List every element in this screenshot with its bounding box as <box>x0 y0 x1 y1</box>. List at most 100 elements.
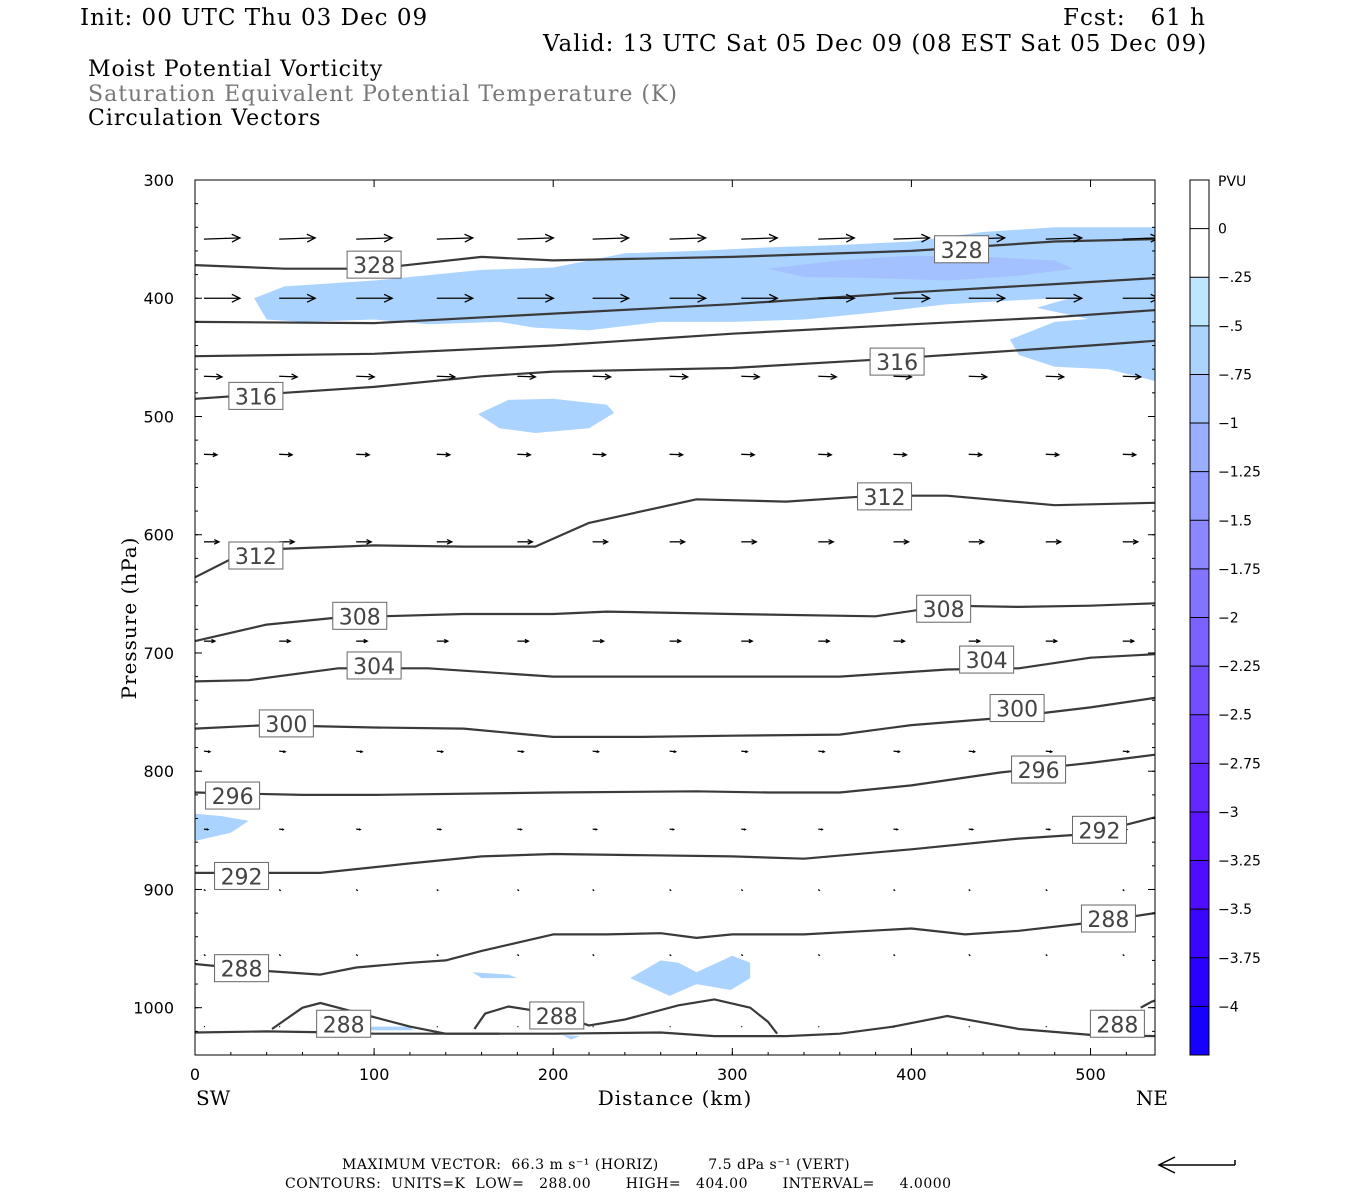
contour-line-14 <box>1140 999 1155 1009</box>
contour-label: 316 <box>869 347 925 376</box>
vector-arrow <box>592 953 595 957</box>
x-tick-label: 0 <box>190 1065 200 1084</box>
contour-line-2 <box>195 309 1155 358</box>
contour-label-box <box>316 1009 372 1038</box>
colorbar-label: −3.25 <box>1218 854 1261 870</box>
vector-arrow <box>968 452 984 458</box>
contour-label-text: 328 <box>353 254 395 279</box>
vector-arrow <box>818 828 824 831</box>
pv-colorbar: PVU 0 −.25 −.5 −.75 −1 −1.25 −1.5 −1.75 −2 −2.25 −2… <box>1189 174 1261 1056</box>
contour-label-text: 292 <box>1078 819 1120 844</box>
field-title-mpv: Moist Potential Vorticity <box>88 57 384 82</box>
contour-label: 304 <box>959 645 1015 674</box>
colorbar-label: −1.75 <box>1218 562 1261 578</box>
contour-line-6 <box>195 653 1155 683</box>
vector-arrow <box>592 888 595 892</box>
colorbar-label: −.25 <box>1218 270 1252 286</box>
vector-arrow <box>741 373 761 381</box>
contour-label: 312 <box>228 541 284 570</box>
vector-arrow <box>517 828 523 831</box>
vector-arrow <box>203 452 219 458</box>
vector-arrow <box>669 638 683 644</box>
vector-arrow <box>279 452 294 458</box>
vector-arrow <box>356 538 373 545</box>
x-tick-label: 400 <box>896 1065 927 1084</box>
contour-label-text: 316 <box>876 351 918 376</box>
contour-line-12 <box>271 1001 500 1035</box>
vector-arrow <box>893 888 896 892</box>
vector-arrow <box>1045 293 1084 303</box>
x-axis-title: Distance (km) <box>598 1086 753 1110</box>
contour-label-text: 292 <box>221 865 263 890</box>
vector-arrow <box>893 538 911 545</box>
colorbar-label: −2 <box>1218 611 1239 627</box>
theta-es-contours <box>195 238 1155 1038</box>
contour-label: 292 <box>1071 815 1127 844</box>
contour-label-box <box>214 954 270 983</box>
vector-arrow <box>436 233 475 243</box>
y-tick-label: 800 <box>143 762 174 781</box>
vector-arrow <box>818 452 833 458</box>
x-tick-label: 200 <box>538 1065 569 1084</box>
vector-arrow <box>436 953 439 957</box>
vector-arrow <box>279 750 287 754</box>
vector-arrow <box>517 452 532 458</box>
contour-label-box <box>228 381 284 410</box>
contour-label: 296 <box>1011 755 1067 784</box>
contour-label-text: 296 <box>212 785 254 810</box>
colorbar-title: PVU <box>1218 174 1246 190</box>
contour-label-box <box>857 482 913 511</box>
contour-label: 288 <box>1089 1009 1145 1038</box>
vector-arrow <box>669 888 672 892</box>
contour-line-4 <box>195 494 1155 579</box>
pv-region-5 <box>630 955 751 996</box>
colorbar-swatch <box>1190 423 1209 473</box>
colorbar-swatch <box>1190 714 1209 764</box>
vector-arrow <box>278 888 282 892</box>
vector-arrow <box>893 750 901 754</box>
vector-arrow <box>203 233 242 243</box>
vector-arrow <box>203 638 217 644</box>
vector-arrow <box>817 888 821 892</box>
vector-arrow <box>1122 538 1140 545</box>
vector-arrow <box>669 373 690 381</box>
colorbar-swatch <box>1190 860 1209 910</box>
max-vector-note: MAXIMUM VECTOR: 66.3 m s⁻¹ (HORIZ) 7.5 d… <box>342 1157 851 1173</box>
colorbar-label: −4 <box>1218 999 1239 1015</box>
colorbar-label: −2.5 <box>1218 708 1252 724</box>
vector-arrow <box>968 638 982 644</box>
reference-vector <box>1157 1156 1236 1174</box>
vector-arrow <box>592 452 608 458</box>
vector-arrow <box>203 373 224 381</box>
vector-arrow <box>279 233 317 243</box>
vector-arrow <box>818 538 835 545</box>
vector-arrow <box>279 638 292 644</box>
vector-arrow <box>203 888 206 892</box>
vector-arrow <box>203 293 242 303</box>
contour-label-text: 308 <box>923 598 965 623</box>
vector-arrow <box>893 638 907 644</box>
vector-arrow <box>741 750 749 754</box>
circulation-vectors <box>203 233 1155 1028</box>
y-axis-title: Pressure (hPa) <box>117 537 141 700</box>
contour-label-box <box>228 541 284 570</box>
y-tick-label: 900 <box>143 880 174 899</box>
y-tick-label: 600 <box>143 526 174 545</box>
colorbar-label: −1.5 <box>1218 513 1252 529</box>
vector-arrow <box>893 452 908 458</box>
vector-arrow <box>968 373 989 381</box>
vector-arrow <box>818 750 826 754</box>
colorbar-swatch <box>1190 374 1209 424</box>
contour-line-9 <box>195 816 1155 875</box>
contour-label: 292 <box>214 861 270 890</box>
contour-label-text: 304 <box>966 649 1008 674</box>
vector-arrow <box>968 953 971 957</box>
colorbar-swatch <box>1190 909 1209 959</box>
colorbar-swatch <box>1190 471 1209 521</box>
vector-arrow <box>356 750 364 754</box>
contour-label: 300 <box>989 694 1045 723</box>
vector-arrow <box>203 953 206 957</box>
vector-arrow <box>355 888 359 892</box>
colorbar-swatch <box>1190 568 1209 618</box>
contour-label-box <box>959 645 1015 674</box>
